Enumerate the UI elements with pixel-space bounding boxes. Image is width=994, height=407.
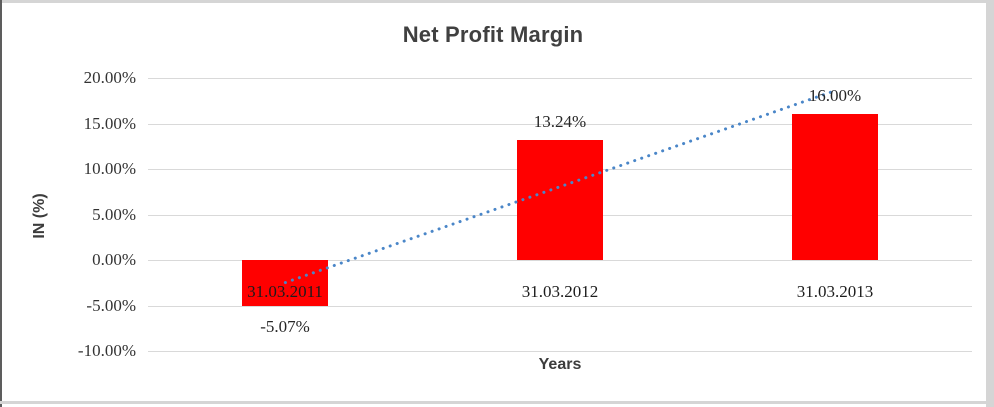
x-axis-title: Years [538,356,582,373]
frame-border-right [986,0,994,407]
chart-title: Net Profit Margin [402,22,584,47]
frame-border-top [0,0,994,3]
y-tick-label: 5.00% [92,205,136,224]
y-tick-label: -10.00% [77,341,136,360]
y-tick-label: 0.00% [92,250,136,269]
data-label: -5.07% [260,317,310,336]
bar-31.03.2013[interactable] [792,114,878,260]
x-category-label: 31.03.2011 [247,282,323,301]
bar-31.03.2012[interactable] [517,140,603,260]
y-tick-label: 15.00% [83,114,136,133]
frame-border-left [0,0,2,407]
y-gridline [148,306,972,307]
y-gridline [148,351,972,352]
data-label: 16.00% [808,86,862,105]
y-tick-label: 20.00% [83,68,136,87]
x-category-label: 31.03.2012 [521,282,599,301]
y-gridline [148,78,972,79]
y-tick-label: -5.00% [86,296,136,315]
data-label: 13.24% [533,112,587,131]
x-category-label: 31.03.2013 [796,282,874,301]
frame-border-bottom [0,401,994,404]
y-tick-label: 10.00% [83,159,136,178]
